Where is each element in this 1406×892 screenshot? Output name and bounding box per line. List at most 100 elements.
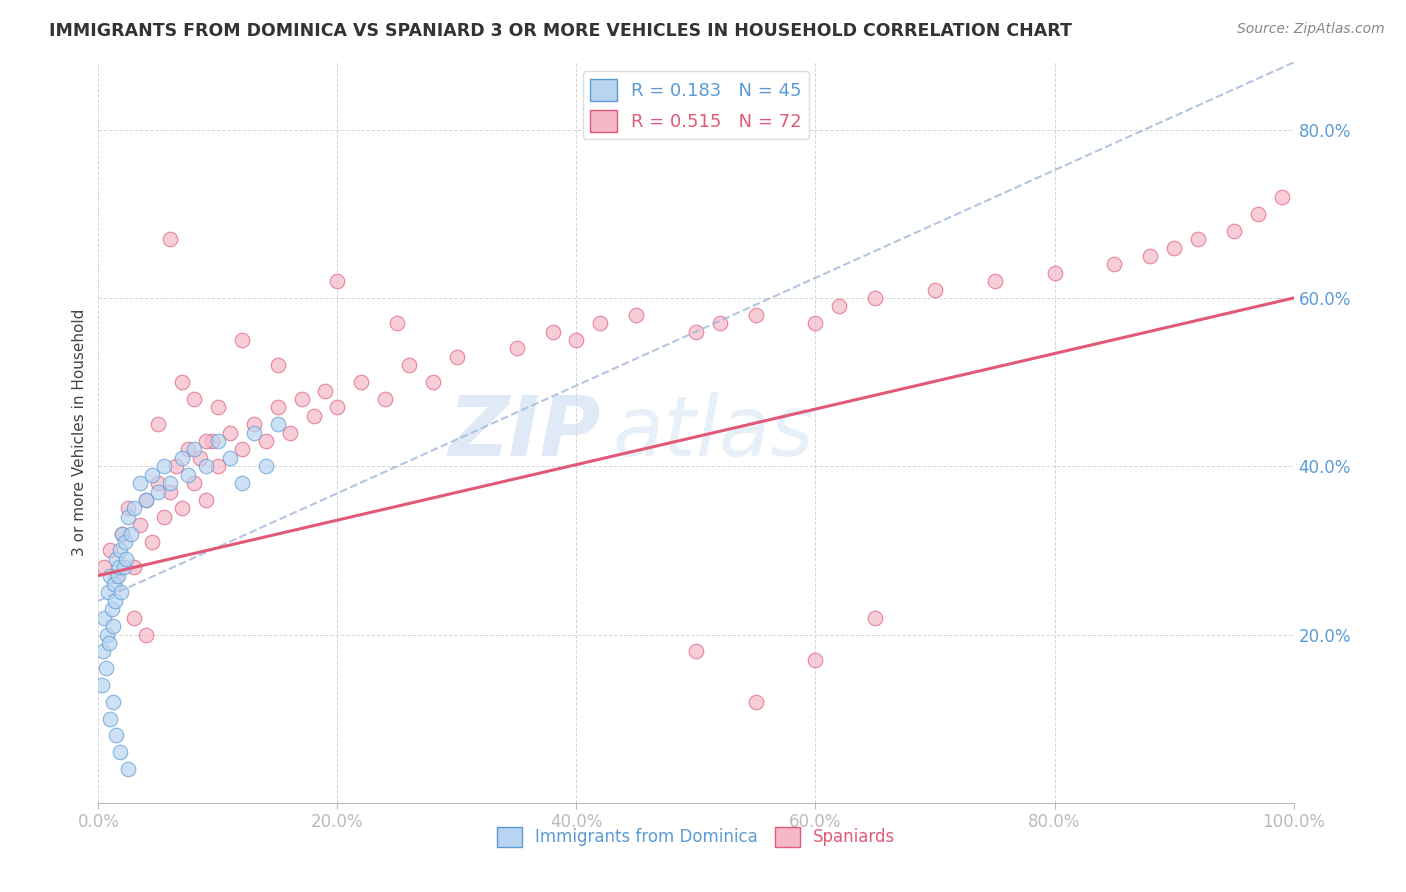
Text: IMMIGRANTS FROM DOMINICA VS SPANIARD 3 OR MORE VEHICLES IN HOUSEHOLD CORRELATION: IMMIGRANTS FROM DOMINICA VS SPANIARD 3 O… — [49, 22, 1073, 40]
Point — [177, 467, 200, 482]
Text: ZIP: ZIP — [447, 392, 600, 473]
Point — [153, 459, 176, 474]
Point — [107, 560, 129, 574]
Point — [159, 232, 181, 246]
Point — [1043, 266, 1066, 280]
Point — [98, 543, 122, 558]
Point — [231, 442, 253, 457]
Point — [984, 274, 1007, 288]
Point — [97, 585, 120, 599]
Point — [745, 695, 768, 709]
Point — [135, 492, 157, 507]
Point — [924, 283, 946, 297]
Point — [124, 610, 146, 624]
Point — [1163, 240, 1185, 255]
Point — [350, 375, 373, 389]
Point — [98, 636, 121, 650]
Point — [207, 401, 229, 415]
Point — [129, 476, 152, 491]
Point — [98, 712, 122, 726]
Point — [195, 434, 218, 448]
Point — [105, 729, 128, 743]
Point — [278, 425, 301, 440]
Point — [1223, 224, 1246, 238]
Point — [117, 762, 139, 776]
Point — [177, 442, 200, 457]
Point — [108, 745, 131, 759]
Point — [685, 644, 707, 658]
Point — [148, 476, 170, 491]
Point — [685, 325, 707, 339]
Point — [98, 568, 122, 582]
Point — [1247, 207, 1270, 221]
Point — [105, 568, 128, 582]
Point — [565, 333, 588, 347]
Point — [183, 476, 205, 491]
Point — [254, 434, 277, 448]
Point — [172, 450, 194, 465]
Point — [172, 501, 194, 516]
Point — [117, 509, 139, 524]
Legend: Immigrants from Dominica, Spaniards: Immigrants from Dominica, Spaniards — [491, 820, 901, 854]
Point — [117, 501, 139, 516]
Point — [91, 644, 114, 658]
Point — [195, 492, 218, 507]
Point — [865, 610, 887, 624]
Point — [111, 526, 134, 541]
Point — [188, 450, 211, 465]
Point — [385, 316, 409, 330]
Point — [267, 359, 290, 373]
Point — [124, 501, 146, 516]
Y-axis label: 3 or more Vehicles in Household: 3 or more Vehicles in Household — [72, 309, 87, 557]
Point — [141, 535, 163, 549]
Point — [115, 551, 138, 566]
Point — [153, 509, 176, 524]
Point — [124, 560, 146, 574]
Point — [93, 610, 115, 624]
Point — [207, 459, 229, 474]
Point — [96, 627, 118, 641]
Point — [195, 459, 218, 474]
Point — [804, 653, 827, 667]
Point — [141, 467, 163, 482]
Point — [183, 442, 205, 457]
Point — [93, 560, 115, 574]
Point — [828, 300, 851, 314]
Point — [110, 585, 132, 599]
Point — [91, 678, 114, 692]
Text: atlas: atlas — [613, 392, 814, 473]
Point — [1139, 249, 1161, 263]
Point — [135, 492, 157, 507]
Point — [120, 526, 142, 541]
Point — [1104, 257, 1126, 271]
Point — [326, 274, 349, 288]
Point — [267, 417, 290, 432]
Point — [541, 325, 564, 339]
Point — [159, 484, 181, 499]
Point — [398, 359, 420, 373]
Point — [100, 602, 122, 616]
Point — [135, 627, 157, 641]
Point — [243, 425, 266, 440]
Point — [103, 577, 125, 591]
Point — [374, 392, 396, 406]
Point — [243, 417, 266, 432]
Point — [172, 375, 194, 389]
Point — [183, 392, 205, 406]
Point — [148, 484, 170, 499]
Point — [219, 425, 242, 440]
Point — [804, 316, 827, 330]
Point — [111, 526, 134, 541]
Point — [446, 350, 468, 364]
Point — [207, 434, 229, 448]
Point — [159, 476, 181, 491]
Point — [101, 619, 124, 633]
Point — [201, 434, 224, 448]
Point — [231, 333, 253, 347]
Point — [865, 291, 887, 305]
Point — [104, 594, 127, 608]
Point — [315, 384, 337, 398]
Point — [589, 316, 612, 330]
Point — [114, 535, 136, 549]
Point — [94, 661, 117, 675]
